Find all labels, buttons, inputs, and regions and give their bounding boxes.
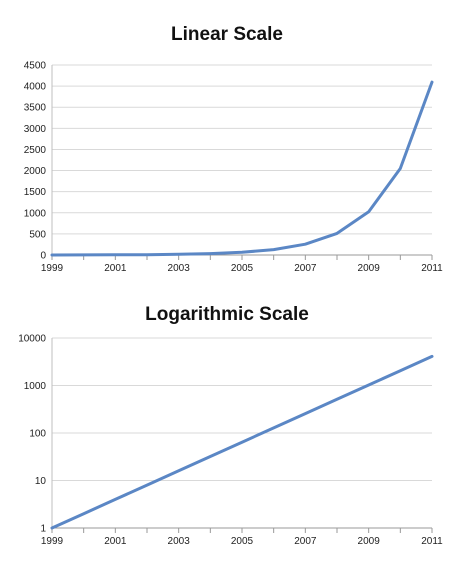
x-tick-label: 2003	[168, 263, 191, 274]
y-tick-label: 10	[35, 476, 47, 487]
x-tick-label: 1999	[41, 536, 64, 547]
y-tick-label: 1000	[24, 381, 47, 392]
y-tick-label: 3500	[24, 103, 47, 114]
x-tick-label: 2001	[104, 536, 127, 547]
x-tick-label: 2003	[168, 536, 191, 547]
x-tick-label: 2011	[421, 263, 443, 274]
linear-scale-chart: Linear Scale 0 500 1000 1500 2000 2500 3000 350…	[0, 0, 454, 285]
chart-title: Linear Scale	[171, 24, 283, 45]
x-tick-label: 2007	[294, 536, 317, 547]
x-tick-label: 1999	[41, 263, 64, 274]
x-tick-label: 2001	[104, 263, 127, 274]
y-tick-label: 2500	[24, 145, 47, 156]
y-tick-label: 1000	[24, 208, 47, 219]
y-tick-label: 10000	[18, 334, 46, 345]
chart-title: Logarithmic Scale	[145, 304, 309, 325]
y-tick-label: 4000	[24, 82, 47, 93]
linear-plot-area: 0 500 1000 1500 2000 2500 3000 3500 4000 4500 1999…	[24, 61, 443, 275]
log-plot-area: 1 10 100 1000 10000 1999 2001 2003 2005 2007 2009 2…	[18, 334, 443, 548]
series-line	[50, 80, 434, 257]
x-tick-label: 2005	[231, 263, 254, 274]
x-tick-label: 2011	[421, 536, 443, 547]
y-tick-label: 3000	[24, 124, 47, 135]
y-tick-label: 0	[40, 251, 46, 262]
series-line	[50, 354, 434, 530]
x-tick-label: 2007	[294, 263, 317, 274]
x-tick-label: 2009	[358, 536, 381, 547]
y-tick-label: 1	[40, 524, 46, 535]
x-tick-label: 2005	[231, 536, 254, 547]
y-tick-label: 1500	[24, 187, 47, 198]
y-tick-label: 4500	[24, 61, 47, 72]
logarithmic-scale-chart: Logarithmic Scale 1 10 100 1000 10000 1999 200…	[0, 292, 454, 576]
x-tick-label: 2009	[358, 263, 381, 274]
y-tick-label: 500	[29, 229, 46, 240]
y-tick-label: 2000	[24, 166, 47, 177]
y-tick-label: 100	[29, 429, 46, 440]
